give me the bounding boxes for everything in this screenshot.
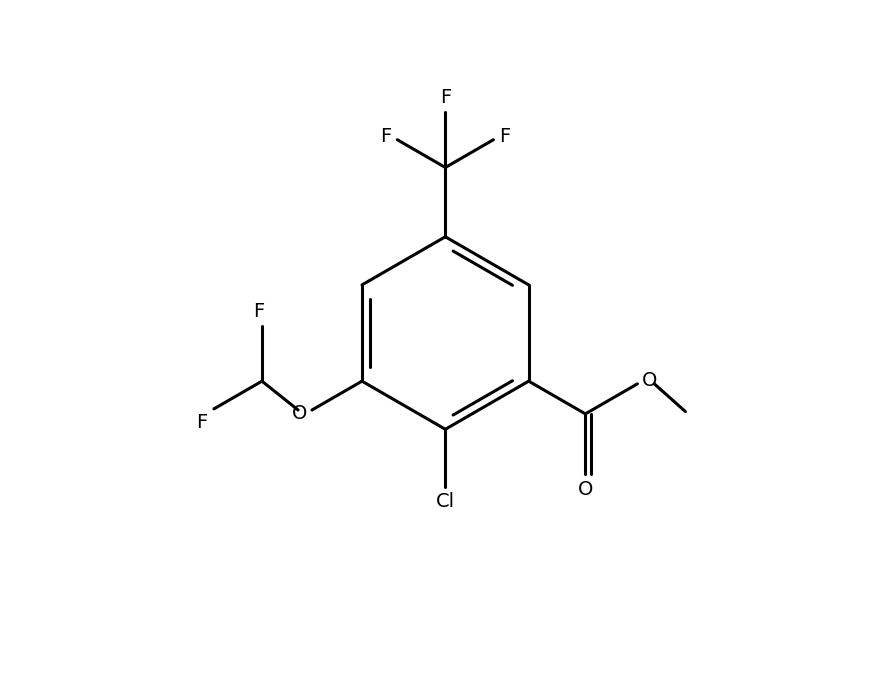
Text: F: F (196, 414, 208, 433)
Text: O: O (642, 371, 658, 390)
Text: Cl: Cl (435, 492, 455, 510)
Text: F: F (254, 302, 264, 321)
Text: O: O (292, 403, 307, 422)
Text: O: O (578, 480, 593, 499)
Text: F: F (440, 89, 451, 108)
Text: F: F (499, 127, 511, 146)
Text: F: F (380, 127, 392, 146)
